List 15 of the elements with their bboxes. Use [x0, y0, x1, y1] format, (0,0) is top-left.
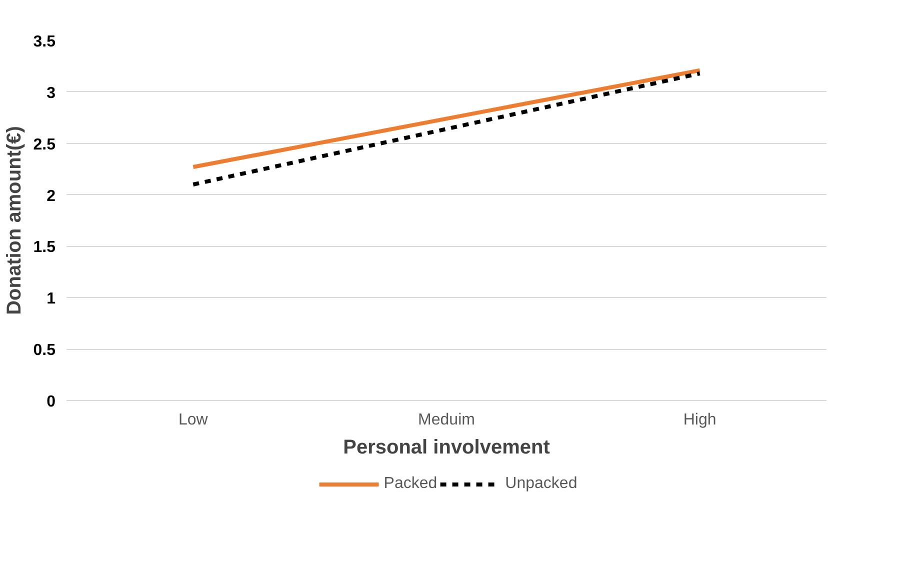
y-tick-label: 0.5	[33, 342, 56, 360]
y-tick-label: 1.5	[33, 239, 56, 256]
x-tick-label: Low	[178, 412, 208, 428]
legend-label: Packed	[384, 474, 438, 492]
y-tick-label: 3	[46, 84, 56, 102]
y-axis-title: Donation amount(€)	[3, 126, 26, 315]
x-axis-title: Personal involvement	[343, 436, 550, 458]
legend-label: Unpacked	[505, 474, 578, 492]
y-tick-label: 3.5	[33, 34, 56, 50]
y-tick-label: 2	[46, 188, 56, 205]
x-tick-label: High	[683, 412, 716, 428]
y-tick-label: 1	[46, 290, 56, 308]
y-tick-label: 0	[46, 394, 56, 410]
y-tick-label: 2.5	[33, 136, 56, 154]
x-tick-label: Meduim	[418, 412, 475, 428]
